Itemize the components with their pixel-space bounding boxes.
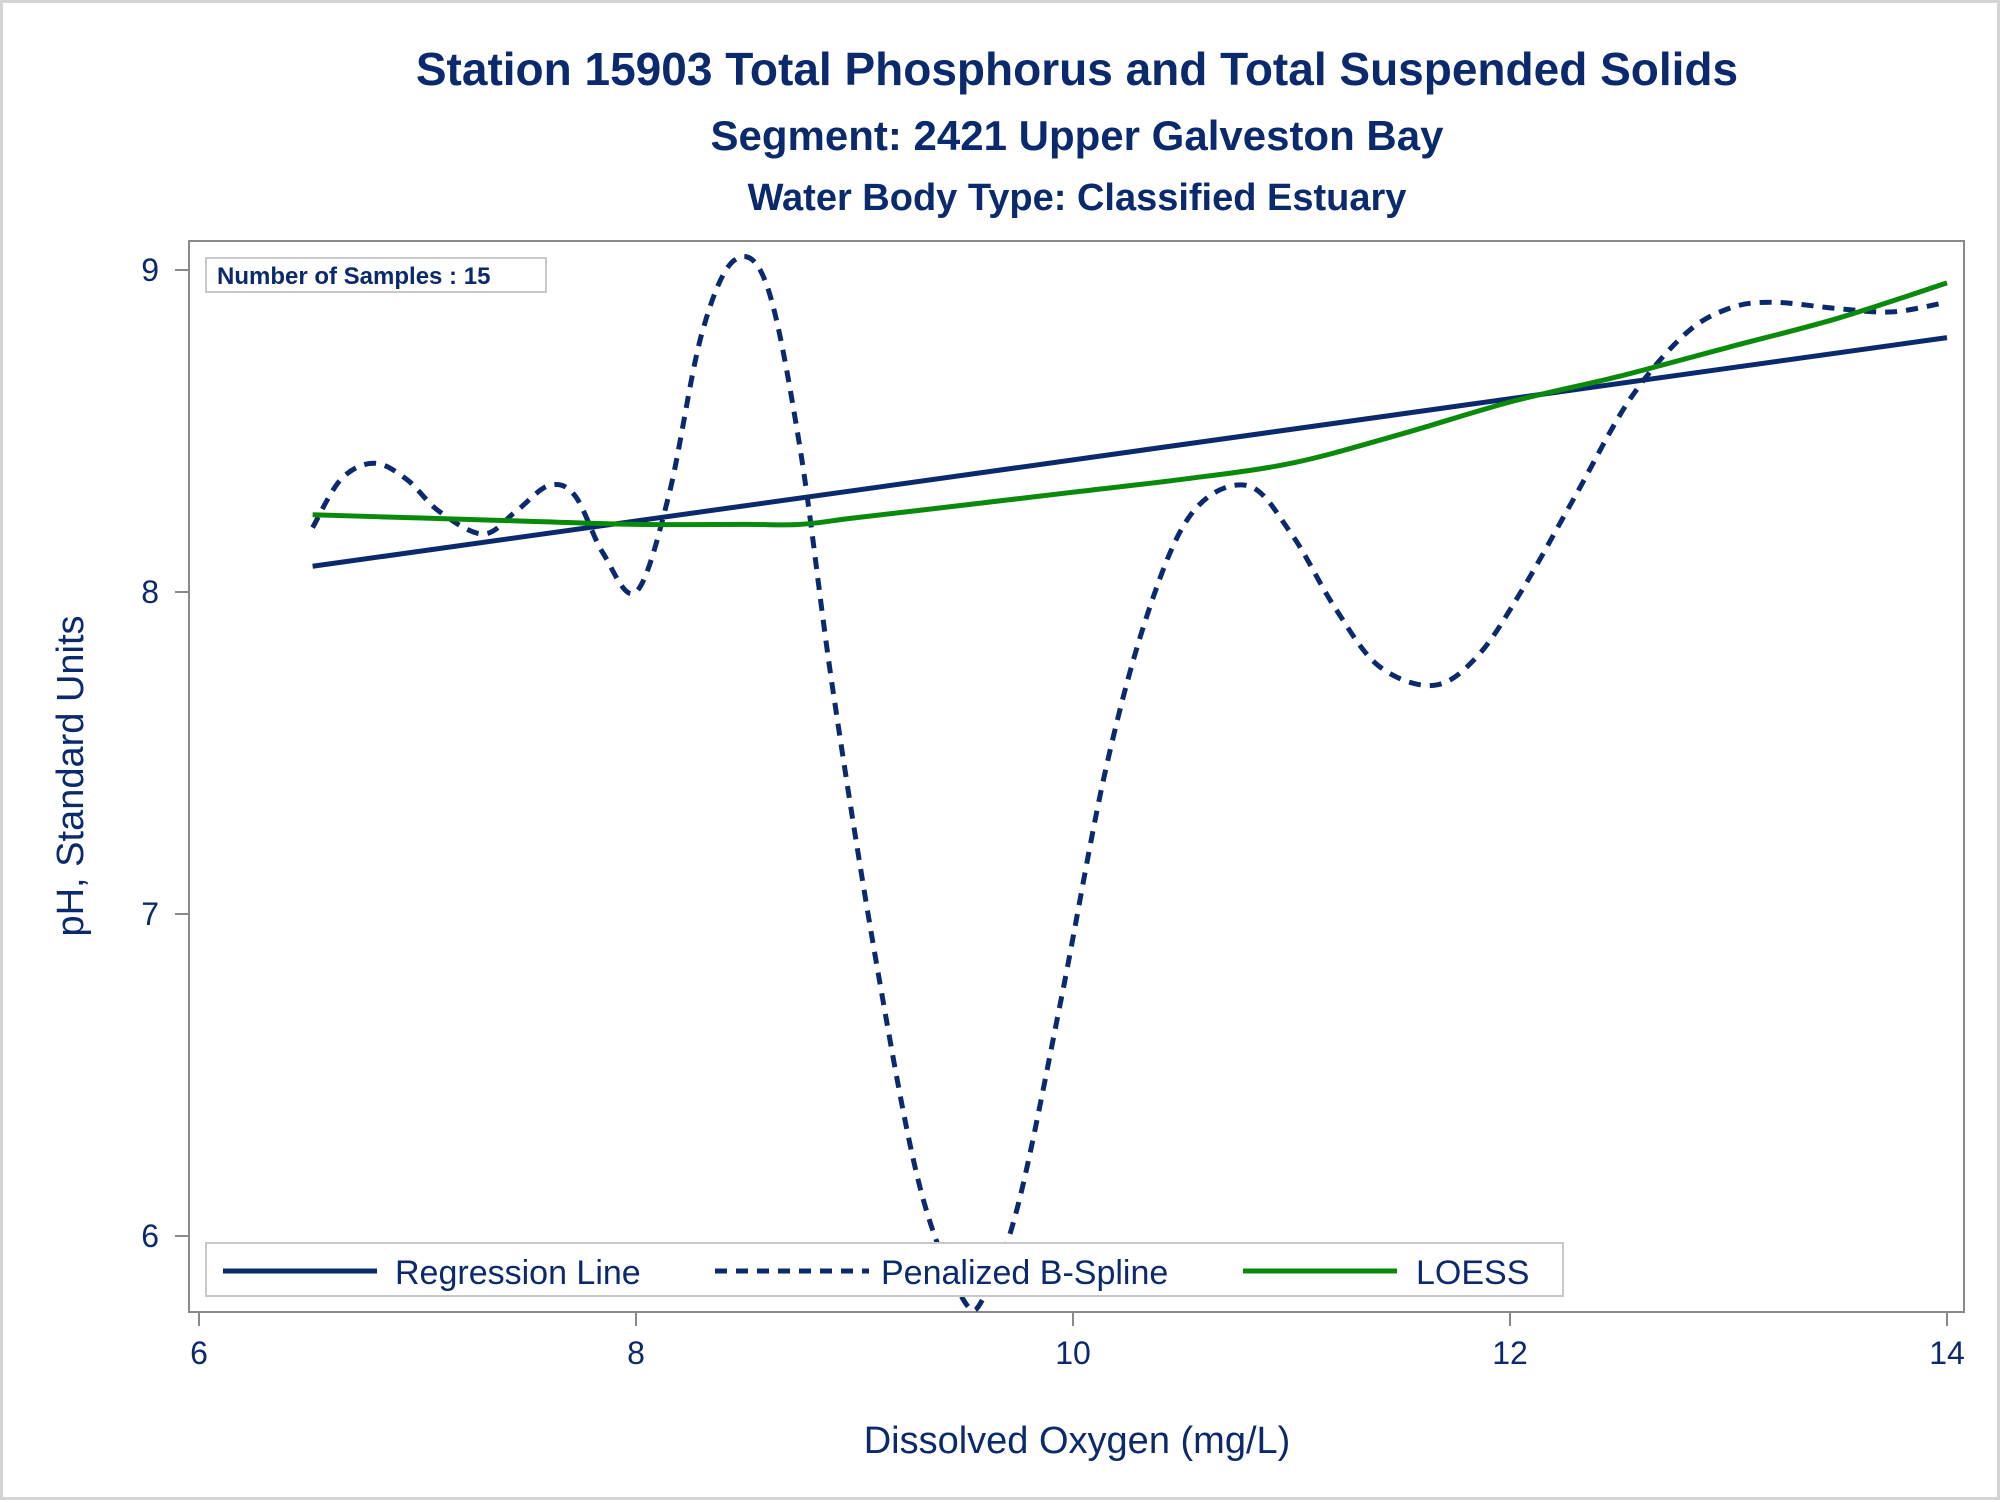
y-axis: 6 7 8 9 (141, 252, 189, 1254)
legend: Regression Line Penalized B-Spline LOESS (205, 1242, 1564, 1297)
legend-label-penalized-b-spline: Penalized B-Spline (881, 1254, 1168, 1292)
y-tick-label: 8 (141, 574, 159, 610)
chart-subtitle-2: Water Body Type: Classified Estuary (748, 177, 1407, 219)
y-tick-label: 7 (141, 896, 159, 932)
series-layer (310, 254, 1948, 1313)
x-tick-label: 10 (1055, 1335, 1091, 1371)
sample-count-label: Number of Samples : 15 (217, 263, 490, 290)
y-tick-label: 6 (141, 1218, 159, 1254)
x-tick-label: 12 (1492, 1335, 1528, 1371)
x-tick-label: 8 (627, 1335, 645, 1371)
chart-svg: Station 15903 Total Phosphorus and Total… (50, 43, 1965, 1462)
series-line-loess (312, 280, 1948, 528)
y-axis-label: pH, Standard Units (50, 615, 92, 936)
x-tick-label: 14 (1929, 1335, 1965, 1371)
series-line-regression-line (312, 335, 1948, 569)
series-line-penalized-b-spline (310, 254, 1948, 1313)
sample-count-box: Number of Samples : 15 (205, 257, 547, 293)
y-tick-label: 9 (141, 252, 159, 288)
sample-count-border (205, 257, 547, 293)
chart-title: Station 15903 Total Phosphorus and Total… (416, 43, 1738, 95)
legend-label-regression-line: Regression Line (395, 1254, 641, 1292)
legend-label-loess: LOESS (1416, 1254, 1529, 1292)
x-axis-label: Dissolved Oxygen (mg/L) (864, 1420, 1291, 1462)
x-tick-label: 6 (190, 1335, 208, 1371)
x-axis: 6 8 10 12 14 (190, 1312, 1965, 1371)
chart-subtitle: Segment: 2421 Upper Galveston Bay (711, 112, 1445, 159)
plot-frame (188, 240, 1965, 1313)
